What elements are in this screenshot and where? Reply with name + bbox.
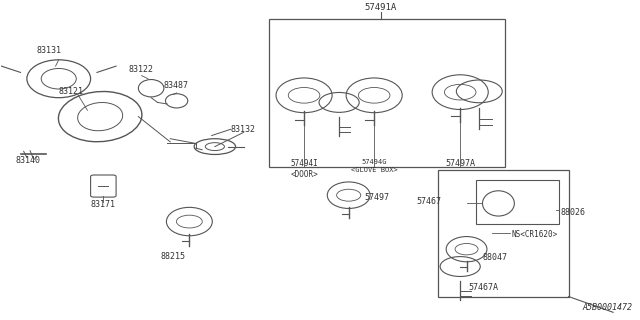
Text: 83171: 83171 (91, 201, 116, 210)
Text: 83122: 83122 (129, 65, 154, 74)
Text: NS<CR1620>: NS<CR1620> (511, 230, 557, 239)
Text: 83140: 83140 (15, 156, 40, 165)
Text: 88026: 88026 (560, 208, 585, 217)
Text: 57494G
<GLOVE BOX>: 57494G <GLOVE BOX> (351, 159, 397, 173)
Text: 57494I
<DOOR>: 57494I <DOOR> (290, 159, 318, 179)
Text: 57497: 57497 (365, 193, 390, 202)
Text: 83132: 83132 (231, 125, 256, 134)
Text: 57491A: 57491A (364, 4, 397, 12)
Text: 83121: 83121 (59, 87, 84, 96)
Text: 57497A: 57497A (445, 159, 475, 168)
Text: 57467: 57467 (416, 197, 441, 206)
Bar (476, 180, 559, 224)
Text: A5B0001472: A5B0001472 (582, 303, 632, 312)
Bar (269, 19, 505, 167)
Text: 88047: 88047 (483, 252, 508, 261)
Bar (438, 170, 568, 297)
Text: 57467A: 57467A (468, 283, 499, 292)
Text: 88215: 88215 (161, 252, 186, 261)
Text: 83131: 83131 (36, 46, 61, 55)
Text: 83487: 83487 (164, 81, 189, 90)
